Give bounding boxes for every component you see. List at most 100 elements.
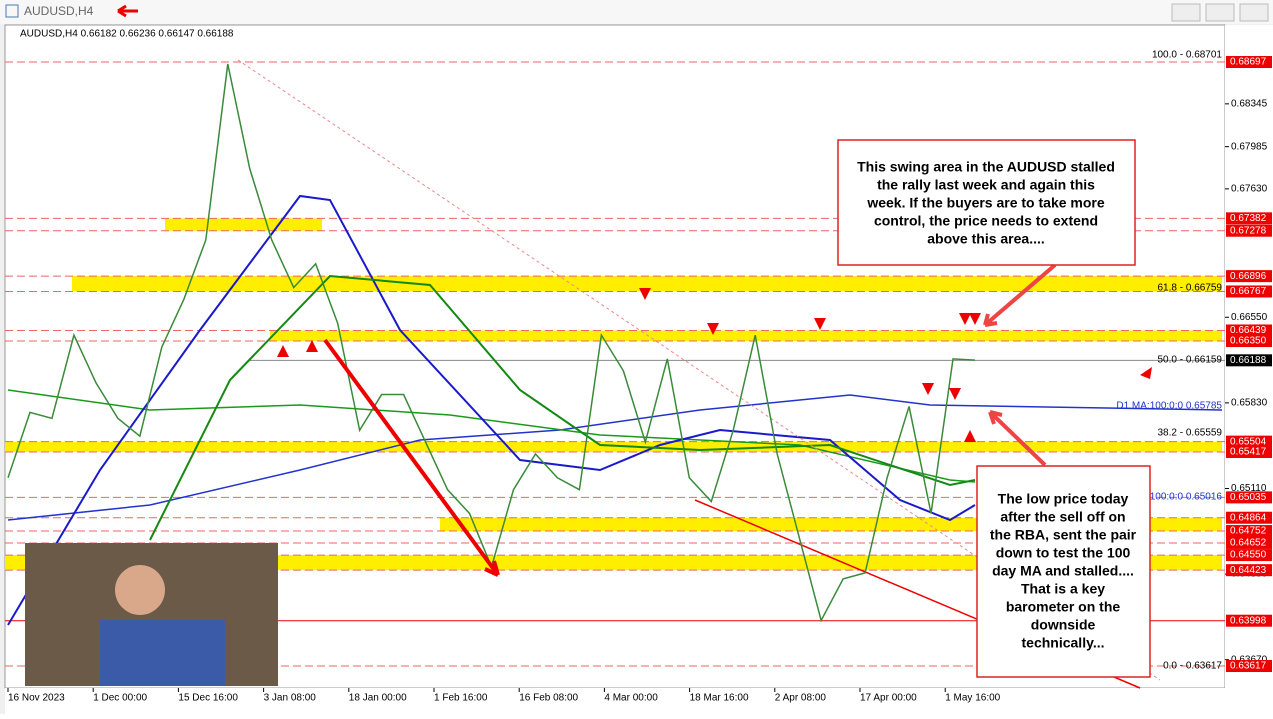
annotation-text: the RBA, sent the pair xyxy=(990,527,1137,543)
time-axis xyxy=(5,688,1273,714)
y-tick-label: 0.65830 xyxy=(1231,398,1268,409)
annotation-text: The low price today xyxy=(998,491,1129,507)
level-tag xyxy=(1226,536,1272,549)
annotation-text: day MA and stalled.... xyxy=(992,563,1134,579)
webcam-person xyxy=(100,620,225,686)
level-label: 0.65504 xyxy=(1230,436,1267,447)
level-label: 0.66767 xyxy=(1230,286,1267,297)
annotation-text: down to test the 100 xyxy=(996,545,1131,561)
level-tag xyxy=(1226,445,1272,458)
fib-label: 0.0 - 0.63617 xyxy=(1163,661,1222,672)
level-tag xyxy=(1226,549,1272,562)
y-tick-label: 0.65110 xyxy=(1231,483,1267,494)
fib-label: 100.0 - 0.68701 xyxy=(1152,50,1222,61)
level-tag xyxy=(1226,614,1272,627)
level-label: 0.63617 xyxy=(1230,661,1267,672)
support-zone xyxy=(165,218,322,231)
y-tick-label: 0.67985 xyxy=(1231,141,1268,152)
x-tick-label: 15 Dec 16:00 xyxy=(178,693,238,704)
annotation-text: the rally last week and again this xyxy=(877,177,1095,193)
level-label: 0.66896 xyxy=(1230,271,1267,282)
y-tick-label: 0.68345 xyxy=(1231,98,1268,109)
maximize-button[interactable] xyxy=(1205,3,1235,22)
annotation-box xyxy=(837,139,1136,266)
level-tag xyxy=(1226,224,1272,237)
level-label: 0.65035 xyxy=(1230,492,1267,503)
ma-label: 100:0:0 0.65016 xyxy=(1150,492,1223,503)
moving-average xyxy=(7,389,976,483)
x-tick-label: 16 Feb 08:00 xyxy=(519,693,578,704)
chart-header: AUDUSD,H4 0.66182 0.66236 0.66147 0.6618… xyxy=(20,29,234,40)
annotation-text: above this area.... xyxy=(927,231,1045,247)
x-tick-label: 18 Jan 00:00 xyxy=(349,693,407,704)
y-tick-label: 0.66550 xyxy=(1231,312,1268,323)
level-tag xyxy=(1226,511,1272,524)
level-label: 0.68697 xyxy=(1230,57,1267,68)
support-zone xyxy=(5,555,1222,571)
level-label: 0.64864 xyxy=(1230,512,1267,523)
x-tick-label: 17 Apr 00:00 xyxy=(860,693,917,704)
annotation-text: technically... xyxy=(1022,635,1105,651)
annotation-text: downside xyxy=(1031,617,1096,633)
level-tag xyxy=(1226,660,1272,672)
arrow xyxy=(983,263,1057,327)
annotation-text: week. If the buyers are to take more xyxy=(866,195,1105,211)
level-tag xyxy=(1226,270,1272,283)
close-button[interactable] xyxy=(1239,3,1269,22)
level-label: 0.67382 xyxy=(1230,213,1267,224)
arrow xyxy=(117,4,138,18)
ma-label: D1 MA:100:0:0 0.65785 xyxy=(1116,401,1222,412)
annotation-text: That is a key xyxy=(1021,581,1105,597)
price-tag xyxy=(1226,354,1272,367)
y-tick-label: 0.67630 xyxy=(1231,184,1268,195)
level-label: 0.67278 xyxy=(1230,225,1267,236)
level-label: 0.66439 xyxy=(1230,325,1267,336)
level-label: 0.64752 xyxy=(1230,526,1267,537)
level-label: 0.63998 xyxy=(1230,615,1267,626)
annotation-text: barometer on the xyxy=(1006,599,1121,615)
arrow xyxy=(323,338,500,577)
x-tick-label: 2 Apr 08:00 xyxy=(775,693,827,704)
moving-average xyxy=(149,274,976,541)
fib-label: 61.8 - 0.66759 xyxy=(1158,283,1223,294)
x-tick-label: 16 Nov 2023 xyxy=(8,693,65,704)
annotation-text: control, the price needs to extend xyxy=(874,213,1098,229)
level-tag xyxy=(1226,212,1272,225)
x-tick-label: 1 Feb 16:00 xyxy=(434,693,488,704)
level-label: 0.64652 xyxy=(1230,538,1267,549)
annotation-box xyxy=(976,465,1151,678)
level-tag xyxy=(1226,491,1272,504)
fib-label: 50.0 - 0.66159 xyxy=(1158,355,1223,366)
level-tag xyxy=(1226,324,1272,337)
x-tick-label: 1 Dec 00:00 xyxy=(93,693,147,704)
support-zone xyxy=(5,441,1222,452)
window-title: AUDUSD,H4 xyxy=(24,4,94,18)
moving-average xyxy=(7,194,976,626)
app-icon xyxy=(5,4,19,18)
level-tag xyxy=(1226,285,1272,298)
x-tick-label: 18 Mar 16:00 xyxy=(690,693,749,704)
support-zone xyxy=(270,330,1222,342)
x-tick-label: 4 Mar 00:00 xyxy=(604,693,658,704)
minimize-button[interactable] xyxy=(1171,3,1201,22)
support-zone xyxy=(72,276,1222,292)
y-tick-label: 0.63670 xyxy=(1231,654,1268,665)
annotation-text: after the sell off on xyxy=(1000,509,1125,525)
level-label: 0.66350 xyxy=(1230,336,1267,347)
level-tag xyxy=(1226,435,1272,448)
level-tag xyxy=(1226,564,1272,577)
arrow xyxy=(988,410,1047,467)
level-label: 0.64550 xyxy=(1230,550,1267,561)
level-tag xyxy=(1226,56,1272,68)
level-tag xyxy=(1226,525,1272,538)
annotation-text: This swing area in the AUDUSD stalled xyxy=(857,159,1115,175)
x-tick-label: 3 Jan 08:00 xyxy=(264,693,317,704)
fib-label: 38.2 - 0.65559 xyxy=(1158,428,1223,439)
current-price-label: 0.66188 xyxy=(1230,355,1267,366)
title-bar xyxy=(0,0,1273,24)
webcam-person xyxy=(115,565,165,615)
level-tag xyxy=(1226,335,1272,348)
level-label: 0.65417 xyxy=(1230,447,1267,458)
x-tick-label: 1 May 16:00 xyxy=(945,693,1000,704)
